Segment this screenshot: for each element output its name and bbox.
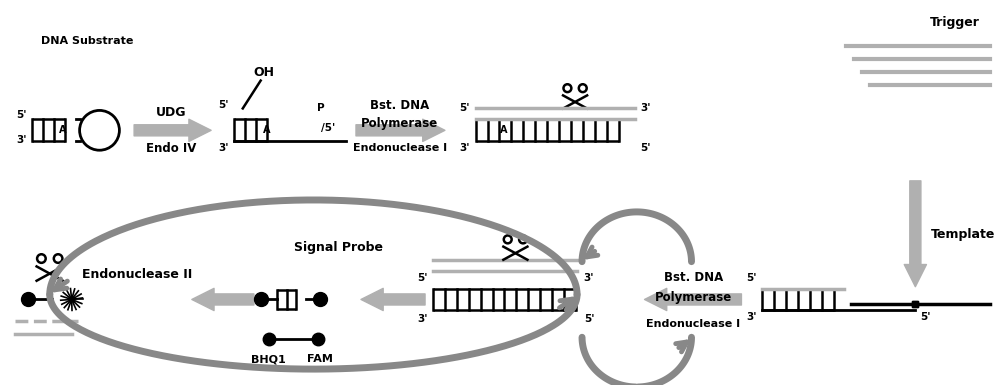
- Text: UDG: UDG: [156, 106, 186, 119]
- Text: 5': 5': [17, 110, 27, 120]
- Text: BHQ1: BHQ1: [251, 354, 286, 364]
- Text: 5': 5': [219, 100, 229, 110]
- Text: 5': 5': [920, 312, 931, 322]
- Text: 3': 3': [219, 143, 229, 153]
- Text: Endonuclease II: Endonuclease II: [82, 268, 192, 281]
- Text: 5': 5': [459, 103, 470, 113]
- Text: A: A: [263, 125, 270, 135]
- Text: Signal Probe: Signal Probe: [294, 241, 383, 254]
- Text: Trigger: Trigger: [930, 16, 980, 29]
- Text: A: A: [59, 125, 66, 135]
- Text: Polymerase: Polymerase: [361, 117, 439, 130]
- Text: Bst. DNA: Bst. DNA: [664, 271, 723, 284]
- Text: 3': 3': [459, 143, 470, 153]
- Text: P: P: [317, 103, 324, 113]
- Text: Bst. DNA: Bst. DNA: [370, 99, 430, 112]
- Text: A: A: [500, 125, 507, 135]
- Text: OH: OH: [253, 66, 274, 79]
- Text: Polymerase: Polymerase: [655, 291, 732, 304]
- Text: 5': 5': [584, 314, 594, 324]
- Text: Template: Template: [931, 228, 995, 241]
- Text: Endonuclease I: Endonuclease I: [353, 143, 447, 153]
- Text: FAM: FAM: [307, 354, 333, 364]
- Text: 5': 5': [746, 273, 756, 283]
- Text: 5': 5': [640, 143, 651, 153]
- Text: 3': 3': [584, 273, 594, 283]
- Text: /5': /5': [321, 124, 335, 133]
- Text: DNA Substrate: DNA Substrate: [41, 36, 134, 46]
- Text: Endonuclease I: Endonuclease I: [646, 319, 741, 329]
- Text: 3': 3': [17, 135, 27, 145]
- Text: 3': 3': [640, 103, 651, 113]
- Text: 5': 5': [418, 273, 428, 283]
- Text: Endo IV: Endo IV: [146, 142, 196, 155]
- Text: 3': 3': [418, 314, 428, 324]
- Text: 3': 3': [746, 312, 756, 322]
